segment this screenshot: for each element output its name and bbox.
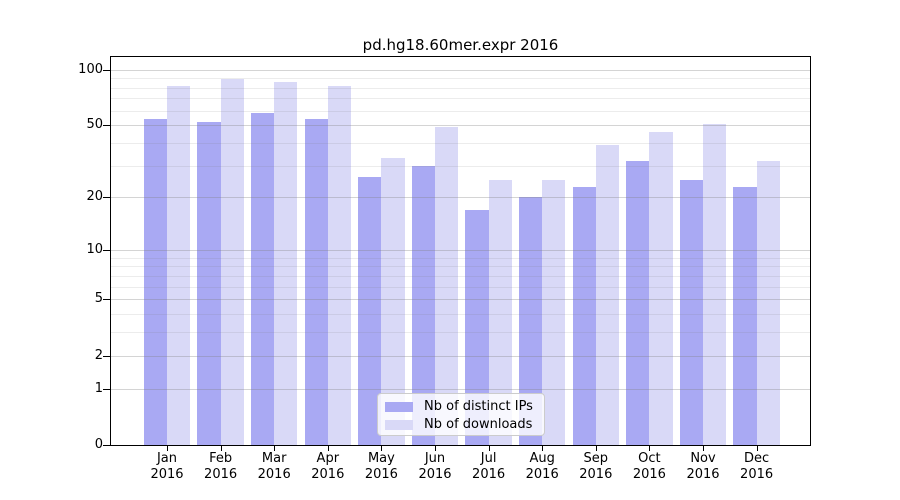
- gridline-minor-30: [111, 165, 810, 167]
- bar-distinct-ips-mar: [250, 113, 275, 445]
- y-tick-label-100: 100: [78, 61, 103, 77]
- gridline-major-10: [111, 249, 810, 251]
- y-tick-50: [103, 125, 110, 127]
- bar-downloads-aug: [542, 180, 566, 445]
- gridline-minor-80: [111, 87, 810, 89]
- bar-distinct-ips-apr: [304, 119, 328, 445]
- x-tick-jun: [435, 446, 436, 451]
- bar-downloads-nov: [703, 123, 727, 445]
- y-tick-label-50: 50: [86, 117, 103, 133]
- bar-distinct-ips-oct: [626, 160, 650, 445]
- gridline-minor-8: [111, 266, 810, 268]
- plot-area: [110, 56, 811, 446]
- x-tick-sep: [595, 446, 597, 451]
- bar-distinct-ips-jun: [411, 165, 435, 445]
- gridline-major-20: [111, 197, 810, 199]
- bar-downloads-feb: [220, 79, 244, 445]
- y-tick-label-10: 10: [86, 241, 103, 257]
- x-tick-jul: [488, 446, 490, 451]
- x-tick-label-oct: Oct 2016: [632, 451, 666, 482]
- y-tick-0: [103, 445, 110, 446]
- gridline-minor-90: [111, 78, 810, 80]
- gridline-minor-9: [111, 257, 810, 259]
- x-tick-nov: [703, 446, 704, 451]
- bar-downloads-may: [381, 158, 405, 445]
- bar-distinct-ips-jan: [143, 119, 167, 445]
- bar-downloads-jul: [488, 180, 512, 445]
- bar-downloads-apr: [327, 85, 352, 445]
- legend-swatch-downloads: [385, 419, 413, 430]
- x-tick-dec: [756, 446, 758, 451]
- y-tick-label-2: 2: [94, 347, 103, 363]
- y-tick-label-1: 1: [94, 380, 103, 396]
- chart-title: pd.hg18.60mer.expr 2016: [362, 36, 559, 54]
- gridline-minor-7: [111, 275, 810, 277]
- legend-entry-downloads: Nb of downloads: [385, 416, 544, 433]
- bar-downloads-oct: [649, 131, 673, 445]
- legend-label-downloads: Nb of downloads: [424, 416, 533, 432]
- gridline-minor-3: [111, 332, 810, 334]
- y-tick-10: [103, 249, 110, 251]
- x-tick-label-sep: Sep 2016: [579, 451, 613, 482]
- legend-swatch-distinct-ips: [385, 401, 413, 412]
- x-tick-apr: [327, 446, 329, 451]
- x-tick-label-may: May 2016: [364, 451, 398, 482]
- gridline-minor-6: [111, 286, 810, 288]
- bar-downloads-mar: [274, 81, 298, 445]
- x-tick-oct: [649, 446, 651, 451]
- y-tick-label-20: 20: [86, 189, 103, 205]
- x-tick-label-jun: Jun 2016: [418, 451, 452, 482]
- x-tick-label-dec: Dec 2016: [740, 451, 774, 482]
- y-tick-5: [103, 299, 110, 301]
- gridline-major-5: [111, 299, 810, 301]
- x-tick-label-feb: Feb 2016: [204, 451, 238, 482]
- legend-label-distinct-ips: Nb of distinct IPs: [424, 398, 533, 414]
- y-tick-label-0: 0: [94, 437, 103, 452]
- x-tick-feb: [220, 446, 222, 451]
- gridline-minor-70: [111, 98, 810, 100]
- x-tick-label-apr: Apr 2016: [311, 451, 345, 482]
- x-tick-label-aug: Aug 2016: [525, 451, 559, 482]
- x-tick-label-jan: Jan 2016: [150, 451, 184, 482]
- bar-downloads-sep: [595, 144, 620, 445]
- gridline-major-50: [111, 125, 810, 127]
- gridline-minor-40: [111, 142, 810, 144]
- gridline-major-2: [111, 355, 810, 357]
- x-tick-aug: [542, 446, 544, 451]
- bar-distinct-ips-sep: [572, 186, 596, 445]
- x-tick-label-nov: Nov 2016: [686, 451, 720, 482]
- legend: Nb of distinct IPs Nb of downloads: [377, 393, 545, 436]
- bar-downloads-dec: [756, 160, 780, 445]
- gridline-major-100: [111, 69, 810, 71]
- bar-distinct-ips-nov: [679, 180, 703, 445]
- bar-distinct-ips-feb: [197, 122, 221, 445]
- gridline-major-1: [111, 388, 810, 390]
- y-tick-1: [103, 388, 110, 390]
- x-tick-label-mar: Mar 2016: [257, 451, 291, 482]
- bar-distinct-ips-aug: [518, 197, 543, 445]
- bar-downloads-jan: [167, 85, 191, 445]
- y-tick-20: [103, 197, 110, 199]
- y-tick-label-5: 5: [94, 291, 103, 307]
- x-tick-mar: [274, 446, 276, 451]
- legend-entry-distinct-ips: Nb of distinct IPs: [385, 398, 544, 415]
- x-tick-may: [381, 446, 383, 451]
- bar-distinct-ips-jul: [465, 209, 489, 445]
- gridline-minor-60: [111, 110, 810, 112]
- y-tick-2: [103, 355, 110, 357]
- y-tick-100: [103, 69, 110, 71]
- bar-distinct-ips-dec: [733, 186, 757, 445]
- bar-downloads-jun: [435, 126, 459, 445]
- gridline-minor-4: [111, 314, 810, 316]
- x-tick-jan: [167, 446, 168, 451]
- bar-distinct-ips-may: [358, 176, 382, 445]
- x-tick-label-jul: Jul 2016: [472, 451, 506, 482]
